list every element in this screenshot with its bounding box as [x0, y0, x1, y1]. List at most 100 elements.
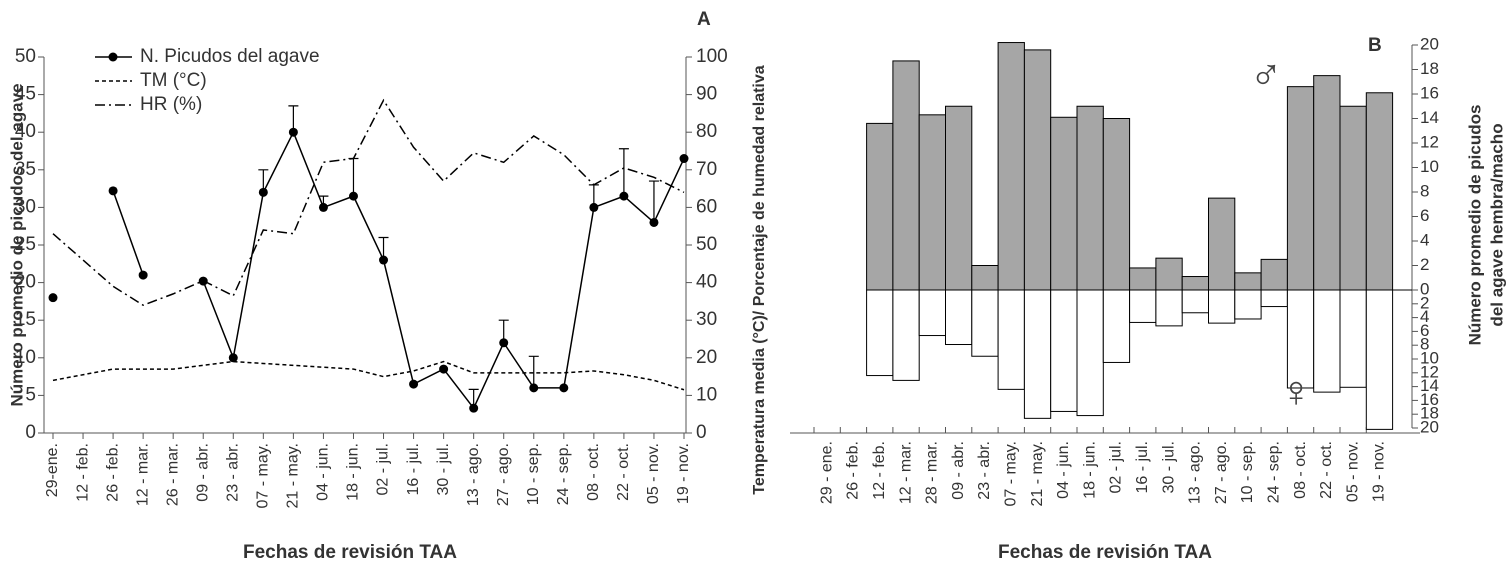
x-tick-label: 23 - abr. — [225, 443, 242, 502]
legend-label: ♀ — [1280, 368, 1313, 417]
point — [348, 191, 358, 201]
y-tick-label: 0 — [1420, 279, 1429, 298]
bar — [1023, 289, 1052, 419]
x-tick-label: 04 - jun. — [1055, 441, 1072, 499]
point — [409, 379, 419, 389]
x-tick-label: 07 - may. — [255, 443, 272, 509]
y-axis-title: Número promedio de picudos — [1465, 105, 1484, 346]
bar — [1365, 92, 1394, 291]
x-axis-title: Fechas de revisión TAA — [998, 542, 1212, 563]
point — [529, 383, 539, 393]
y-tick-label: 5 — [25, 384, 36, 405]
bar — [892, 289, 920, 381]
y2-tick-label: 4 — [1420, 307, 1429, 326]
bar — [1234, 272, 1262, 291]
legend-label: N. Picudos del agave — [140, 46, 320, 67]
x-tick-label: 10 - sep. — [525, 443, 542, 505]
point — [649, 217, 659, 227]
x-tick-label: 02 - jul. — [1108, 441, 1125, 493]
legend-label: HR (%) — [140, 94, 202, 115]
bar — [1155, 289, 1183, 327]
bar — [1102, 289, 1131, 363]
bar — [1076, 289, 1104, 417]
x-tick-label: 09 - abr. — [950, 441, 967, 500]
y-tick-label: 15 — [15, 309, 36, 330]
y2-tick-label: 18 — [1420, 404, 1439, 423]
point — [379, 255, 389, 265]
point — [228, 353, 238, 363]
point — [499, 338, 509, 348]
bar — [1260, 289, 1288, 308]
x-tick-label: 16 - jul. — [1134, 441, 1151, 493]
x-axis-title: Fechas de revisión TAA — [243, 542, 457, 563]
x-tick-label: 16 - jul. — [405, 443, 422, 495]
x-tick-label: 26 - feb. — [845, 441, 862, 500]
bar — [892, 60, 920, 291]
y2-tick-label: 0 — [696, 422, 707, 443]
x-tick-label: 28 - mar. — [924, 441, 941, 504]
bar — [918, 114, 947, 291]
bar — [1234, 289, 1262, 320]
point — [469, 403, 479, 413]
x-tick-label: 22 - oct. — [615, 443, 632, 501]
bar — [1286, 289, 1315, 389]
y2-tick-label: 14 — [1420, 376, 1439, 395]
y2-tick-label: 40 — [696, 272, 717, 293]
x-tick-label: 27 - ago. — [1213, 441, 1230, 504]
point — [258, 187, 268, 197]
bar — [971, 289, 999, 357]
series-line — [52, 360, 685, 391]
y2-tick-label: 70 — [696, 159, 717, 180]
y-tick-label: 30 — [15, 196, 36, 217]
x-tick-label: 27 - ago. — [495, 443, 512, 506]
bar — [1313, 75, 1341, 291]
y-tick-label: 20 — [15, 272, 36, 293]
y2-tick-label: 10 — [696, 384, 717, 405]
series-line — [52, 98, 685, 306]
y2-tick-label: 60 — [696, 196, 717, 217]
point — [108, 186, 118, 196]
bar — [1155, 257, 1183, 291]
x-tick-label: 12 - mar. — [897, 441, 914, 504]
x-tick-label: 08 - oct. — [1292, 441, 1309, 499]
bar — [866, 289, 894, 377]
y-axis-title: del agave hembra/macho — [1487, 123, 1506, 326]
bar — [918, 289, 947, 337]
bar — [1129, 267, 1157, 291]
point — [589, 202, 599, 212]
y2-tick-label: 90 — [696, 84, 717, 105]
y2-tick-label: 16 — [1420, 390, 1439, 409]
y-tick-label: 18 — [1420, 59, 1439, 78]
x-tick-label: 21 - may. — [1029, 441, 1046, 507]
bar — [1208, 197, 1236, 291]
bar — [1286, 86, 1315, 291]
x-tick-label: 26 - feb. — [104, 443, 121, 502]
point — [138, 270, 148, 280]
y-tick-label: 10 — [15, 347, 36, 368]
y-tick-label: 10 — [1420, 157, 1439, 176]
x-tick-label: 05 - nov. — [1344, 441, 1361, 502]
x-tick-label: 19 - nov. — [1371, 441, 1388, 502]
bar — [1050, 116, 1078, 291]
point — [619, 191, 629, 201]
bar — [1313, 289, 1341, 393]
x-tick-label: 21 - may. — [285, 443, 302, 509]
y-tick-label: 16 — [1420, 83, 1439, 102]
x-tick-label: 22 - oct. — [1318, 441, 1335, 499]
x-tick-label: 04 - jun. — [315, 443, 332, 501]
y-tick-label: 25 — [15, 234, 36, 255]
bar — [866, 122, 894, 291]
chart-title: A — [697, 9, 711, 30]
y2-tick-label: 20 — [696, 347, 717, 368]
x-tick-label: 24 - sep. — [1265, 441, 1282, 503]
bar — [971, 265, 999, 291]
y-tick-label: 4 — [1420, 230, 1429, 249]
bar — [1208, 289, 1236, 324]
bar — [1365, 289, 1394, 430]
bar — [945, 289, 973, 346]
y2-axis-title: Temperatura media (°C)/ Porcentaje de hu… — [751, 65, 768, 494]
y-tick-label: 40 — [15, 121, 36, 142]
x-tick-label: 12 - feb. — [871, 441, 888, 500]
x-tick-label: 18 - jun. — [345, 443, 362, 501]
